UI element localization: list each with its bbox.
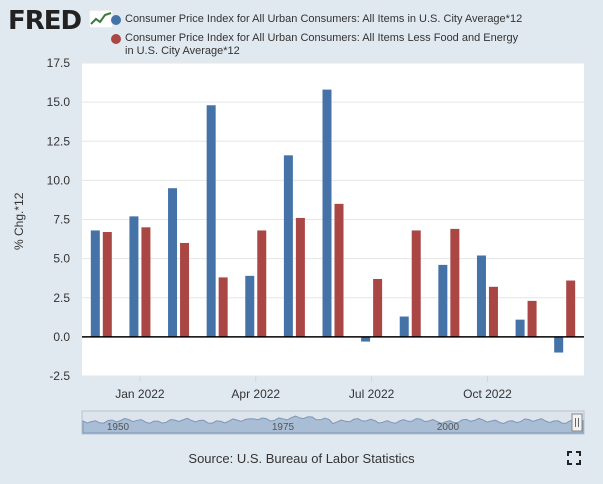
bar-series-2-jun-2022[interactable] — [334, 203, 344, 337]
y-tick-label: 10.0 — [47, 173, 71, 187]
y-tick-label: 5.0 — [53, 252, 70, 266]
x-tick-label: Apr 2022 — [231, 387, 280, 401]
bar-series-2-may-2022[interactable] — [295, 217, 305, 337]
bar-series-2-oct-2022[interactable] — [488, 286, 498, 337]
bar-series-2-nov-2022[interactable] — [527, 300, 537, 337]
navigator[interactable]: 1950 1975 2000 — [81, 410, 585, 435]
navigator-handle[interactable] — [571, 413, 583, 432]
navigator-label: 2000 — [437, 422, 460, 433]
bar-series-2-dec-2021[interactable] — [102, 232, 112, 337]
navigator-series-area — [82, 415, 584, 434]
bar-series-1-aug-2022[interactable] — [399, 316, 409, 337]
bar-series-1-feb-2022[interactable] — [168, 188, 178, 337]
legend-marker-series-1 — [111, 15, 121, 25]
bar-series-1-jun-2022[interactable] — [322, 89, 332, 337]
bar-series-1-mar-2022[interactable] — [206, 105, 216, 337]
bar-series-2-jul-2022[interactable] — [373, 278, 383, 337]
y-tick-label: 0.0 — [53, 330, 70, 344]
legend-item-series-1[interactable]: Consumer Price Index for All Urban Consu… — [111, 13, 525, 26]
fullscreen-icon[interactable] — [567, 451, 581, 465]
fred-logo: FRED — [8, 6, 82, 36]
chart-area: 17.5 15.0 12.5 10.0 7.5 5.0 2.5 0.0 -2.5 Jan 202… — [47, 56, 585, 435]
bar-series-1-nov-2022[interactable] — [515, 319, 525, 337]
navigator-label: 1950 — [107, 422, 130, 433]
bar-series-1-apr-2022[interactable] — [245, 275, 255, 337]
y-tick-label: 12.5 — [47, 134, 71, 148]
legend-item-series-2[interactable]: Consumer Price Index for All Urban Consu… — [111, 32, 525, 58]
bar-series-1-dec-2021[interactable] — [90, 230, 100, 337]
bar-series-2-jan-2022[interactable] — [141, 227, 151, 337]
bar-series-2-aug-2022[interactable] — [411, 230, 421, 337]
x-tick-label: Jan 2022 — [115, 387, 165, 401]
bar-series-1-jan-2022[interactable] — [129, 216, 139, 337]
bar-series-2-sep-2022[interactable] — [450, 228, 460, 337]
y-tick-label: 2.5 — [53, 291, 70, 305]
y-tick-label: 7.5 — [53, 213, 70, 227]
bar-series-1-oct-2022[interactable] — [476, 255, 486, 337]
bar-series-2-feb-2022[interactable] — [180, 242, 190, 337]
legend-label-series-1: Consumer Price Index for All Urban Consu… — [125, 13, 523, 25]
bar-series-1-jul-2022[interactable] — [361, 336, 371, 342]
y-tick-label: 15.0 — [47, 95, 71, 109]
bar-series-2-mar-2022[interactable] — [218, 277, 228, 337]
bar-series-2-dec-2022[interactable] — [566, 280, 576, 337]
legend-label-series-2: Consumer Price Index for All Urban Consu… — [125, 32, 519, 57]
y-axis-label: % Chg.*12 — [12, 192, 26, 250]
bar-series-2-apr-2022[interactable] — [257, 230, 267, 337]
navigator-label: 1975 — [272, 422, 295, 433]
x-tick-label: Jul 2022 — [349, 387, 395, 401]
y-tick-label: -2.5 — [49, 369, 70, 383]
bar-series-1-dec-2022[interactable] — [554, 336, 564, 353]
bar-series-1-sep-2022[interactable] — [438, 264, 448, 337]
x-tick-label: Oct 2022 — [463, 387, 512, 401]
bar-series-1-may-2022[interactable] — [283, 155, 293, 337]
source-note: Source: U.S. Bureau of Labor Statistics — [188, 451, 415, 466]
y-tick-label: 17.5 — [47, 56, 71, 70]
fred-chart-icon — [89, 10, 113, 28]
legend-marker-series-2 — [111, 34, 121, 44]
